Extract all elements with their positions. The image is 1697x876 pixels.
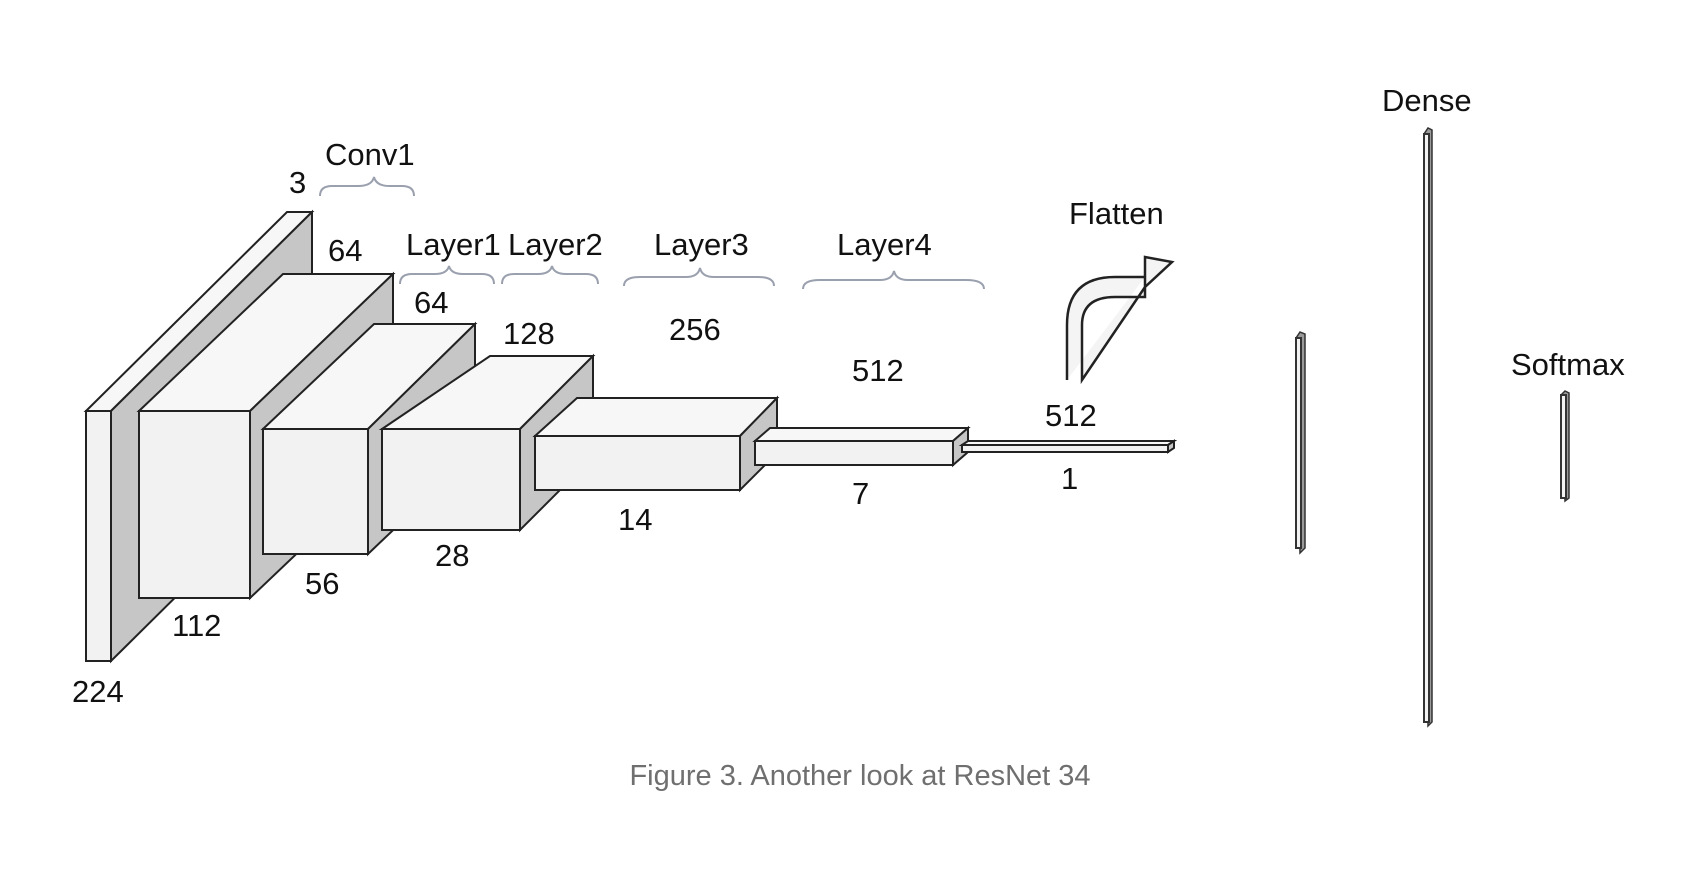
layer4-brace xyxy=(802,270,985,290)
layer2-channels-label: 128 xyxy=(503,316,555,351)
flatten-size-label: 1 xyxy=(1061,461,1078,496)
dense-bar xyxy=(1423,127,1433,728)
layer1-brace xyxy=(399,265,495,285)
stage-braces xyxy=(319,176,985,290)
layer1-size-label: 56 xyxy=(305,566,339,601)
layer4-label: Layer4 xyxy=(837,227,932,262)
softmax-label: Softmax xyxy=(1511,347,1625,382)
input-channels-label: 3 xyxy=(289,165,306,200)
input-size-label: 224 xyxy=(72,674,124,709)
layer2-brace xyxy=(501,265,599,285)
layer1-label: Layer1 xyxy=(406,227,501,262)
layer4-channels-label: 512 xyxy=(852,353,904,388)
conv1-label: Conv1 xyxy=(325,137,415,172)
layer2-label: Layer2 xyxy=(508,227,603,262)
flatten-label: Flatten xyxy=(1069,196,1164,231)
fc-bar-1 xyxy=(1295,331,1306,555)
conv1-brace xyxy=(319,176,415,197)
layer3-block xyxy=(532,395,780,493)
layer4-size-label: 7 xyxy=(852,476,869,511)
layer3-brace xyxy=(623,267,775,287)
conv1-channels-label: 64 xyxy=(328,233,362,268)
flatten-arrow-icon xyxy=(1065,255,1175,385)
dense-label: Dense xyxy=(1382,83,1472,118)
figure-caption: Figure 3. Another look at ResNet 34 xyxy=(629,760,1090,792)
flatten-vector xyxy=(958,439,1178,454)
flatten-channels-label: 512 xyxy=(1045,398,1097,433)
layer2-size-label: 28 xyxy=(435,538,469,573)
conv1-size-label: 112 xyxy=(172,608,221,643)
layer4-block xyxy=(752,425,971,468)
layer3-label: Layer3 xyxy=(654,227,749,262)
softmax-bar xyxy=(1560,390,1570,503)
layer1-channels-label: 64 xyxy=(414,285,448,320)
layer3-size-label: 14 xyxy=(618,502,652,537)
layer3-channels-label: 256 xyxy=(669,312,721,347)
